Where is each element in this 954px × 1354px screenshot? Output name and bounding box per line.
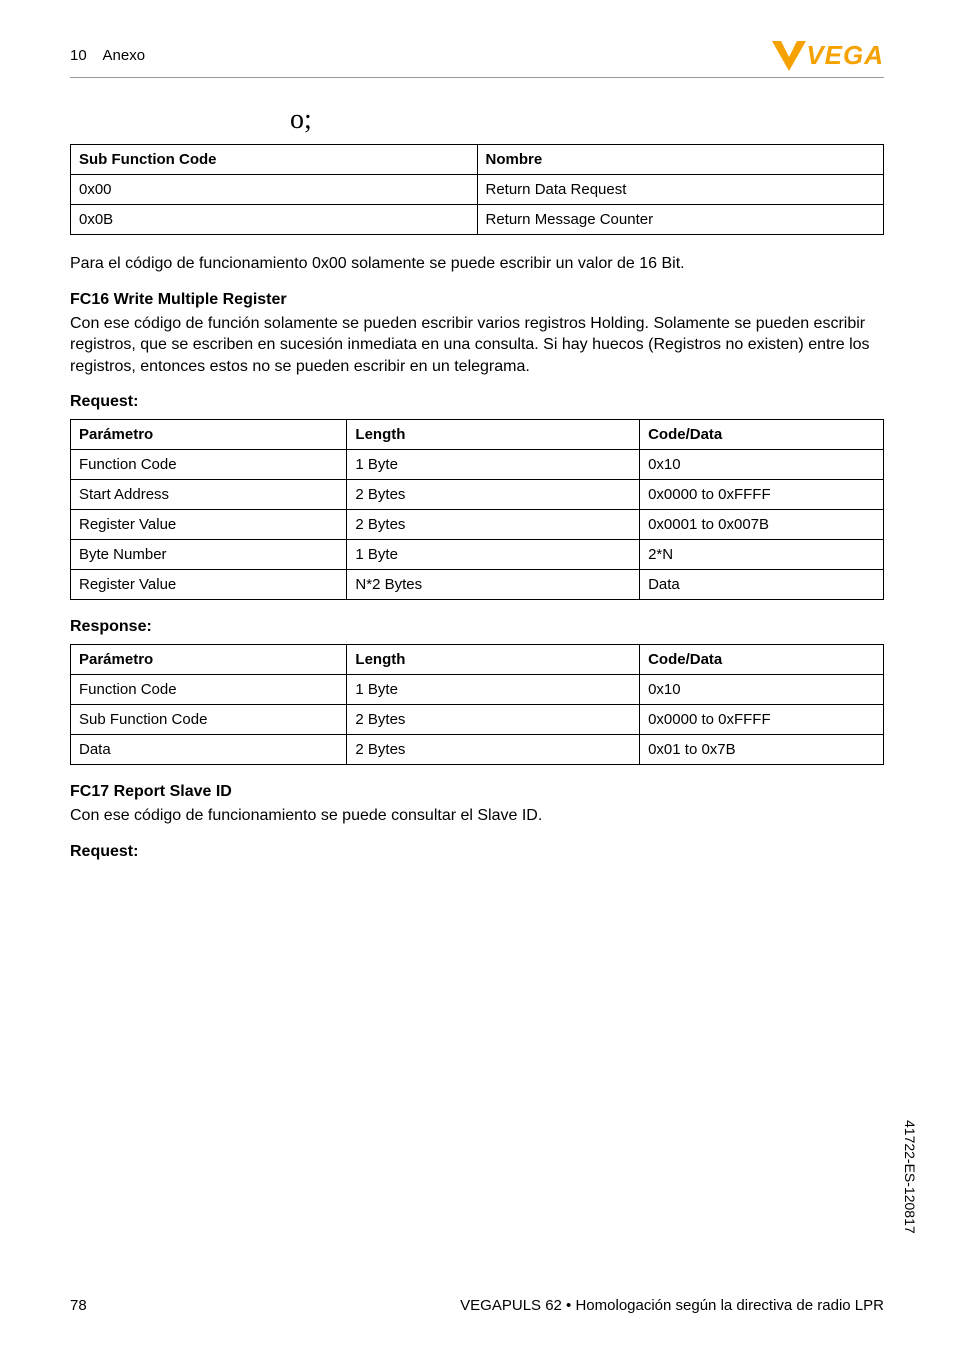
fc17-heading: FC17 Report Slave ID: [70, 783, 884, 801]
page-header: 10 Anexo VEGA: [70, 40, 884, 78]
table-cell: 2 Bytes: [347, 705, 640, 735]
fc16-heading: FC16 Write Multiple Register: [70, 291, 884, 309]
table-cell: 2 Bytes: [347, 735, 640, 765]
table-cell: Function Code: [71, 675, 347, 705]
table-row: Register Value 2 Bytes 0x0001 to 0x007B: [71, 510, 884, 540]
table-cell: 0x00: [71, 175, 478, 205]
footer-page-number: 78: [70, 1297, 87, 1314]
table-cell: Sub Function Code: [71, 705, 347, 735]
table-cell: Register Value: [71, 570, 347, 600]
table-cell: 2 Bytes: [347, 480, 640, 510]
table-cell: Start Address: [71, 480, 347, 510]
table-row: Start Address 2 Bytes 0x0000 to 0xFFFF: [71, 480, 884, 510]
table-cell: Register Value: [71, 510, 347, 540]
fc16-response-table: Parámetro Length Code/Data Function Code…: [70, 644, 884, 765]
fc16-description: Con ese código de función solamente se p…: [70, 313, 884, 378]
table-cell: 0x0000 to 0xFFFF: [640, 480, 884, 510]
table-row: Register Value N*2 Bytes Data: [71, 570, 884, 600]
vega-logo-icon: [772, 41, 806, 71]
header-section-number: 10: [70, 47, 87, 64]
table-header-cell: Parámetro: [71, 645, 347, 675]
table-row: Parámetro Length Code/Data: [71, 420, 884, 450]
table-cell: Data: [640, 570, 884, 600]
table-cell: 0x0000 to 0xFFFF: [640, 705, 884, 735]
fc17-request-label: Request:: [70, 843, 884, 861]
table-cell: 1 Byte: [347, 675, 640, 705]
document-side-code: 41722-ES-120817: [902, 1120, 918, 1234]
table-cell: 0x10: [640, 675, 884, 705]
table-cell: 0x10: [640, 450, 884, 480]
table-row: Sub Function Code Nombre: [71, 145, 884, 175]
table-header-cell: Sub Function Code: [71, 145, 478, 175]
table-header-cell: Length: [347, 420, 640, 450]
table-row: Function Code 1 Byte 0x10: [71, 450, 884, 480]
table-cell: 2 Bytes: [347, 510, 640, 540]
fc16-request-table: Parámetro Length Code/Data Function Code…: [70, 419, 884, 600]
header-section: 10 Anexo: [70, 47, 145, 64]
table-cell: Function Code: [71, 450, 347, 480]
footer-text: VEGAPULS 62 • Homologación según la dire…: [460, 1297, 884, 1314]
stray-o-semicolon: o;: [290, 104, 884, 136]
table-cell: 0x0001 to 0x007B: [640, 510, 884, 540]
table-cell: Data: [71, 735, 347, 765]
table-row: 0x00 Return Data Request: [71, 175, 884, 205]
table-row: Sub Function Code 2 Bytes 0x0000 to 0xFF…: [71, 705, 884, 735]
fc16-request-label: Request:: [70, 393, 884, 411]
table-cell: 1 Byte: [347, 450, 640, 480]
vega-logo-text: VEGA: [806, 40, 884, 71]
paragraph-fc00-note: Para el código de funcionamiento 0x00 so…: [70, 253, 884, 275]
table-cell: 0x0B: [71, 205, 478, 235]
table-cell: 2*N: [640, 540, 884, 570]
sub-function-code-table: Sub Function Code Nombre 0x00 Return Dat…: [70, 144, 884, 235]
page-footer: 78 VEGAPULS 62 • Homologación según la d…: [70, 1297, 884, 1314]
table-header-cell: Code/Data: [640, 420, 884, 450]
table-cell: 1 Byte: [347, 540, 640, 570]
table-header-cell: Length: [347, 645, 640, 675]
table-header-cell: Code/Data: [640, 645, 884, 675]
fc16-response-label: Response:: [70, 618, 884, 636]
table-row: Function Code 1 Byte 0x10: [71, 675, 884, 705]
table-header-cell: Nombre: [477, 145, 884, 175]
table-row: Data 2 Bytes 0x01 to 0x7B: [71, 735, 884, 765]
table-header-cell: Parámetro: [71, 420, 347, 450]
table-cell: Byte Number: [71, 540, 347, 570]
header-section-title: Anexo: [103, 47, 146, 64]
table-cell: 0x01 to 0x7B: [640, 735, 884, 765]
table-cell: Return Message Counter: [477, 205, 884, 235]
table-row: Byte Number 1 Byte 2*N: [71, 540, 884, 570]
table-cell: Return Data Request: [477, 175, 884, 205]
table-row: Parámetro Length Code/Data: [71, 645, 884, 675]
vega-logo: VEGA: [772, 40, 884, 71]
table-cell: N*2 Bytes: [347, 570, 640, 600]
fc17-description: Con ese código de funcionamiento se pued…: [70, 805, 884, 827]
table-row: 0x0B Return Message Counter: [71, 205, 884, 235]
